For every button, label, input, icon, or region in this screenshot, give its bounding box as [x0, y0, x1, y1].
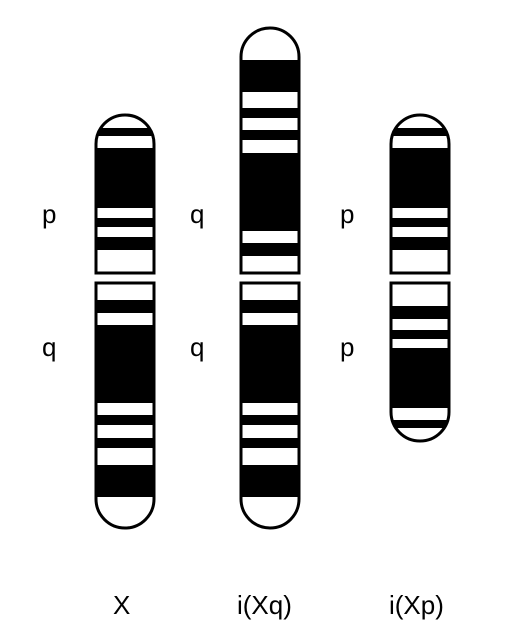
arm-label: p: [340, 199, 354, 230]
chromosome-caption: i(Xp): [389, 590, 444, 621]
arm-label: p: [340, 332, 354, 363]
arm-label: q: [190, 332, 204, 363]
chromosome-caption: i(Xq): [237, 590, 292, 621]
arm-label: p: [42, 199, 56, 230]
chromosome-caption: X: [113, 590, 130, 621]
arm-label: q: [42, 332, 56, 363]
arm-label: q: [190, 199, 204, 230]
chromosome-diagram: [0, 0, 531, 635]
